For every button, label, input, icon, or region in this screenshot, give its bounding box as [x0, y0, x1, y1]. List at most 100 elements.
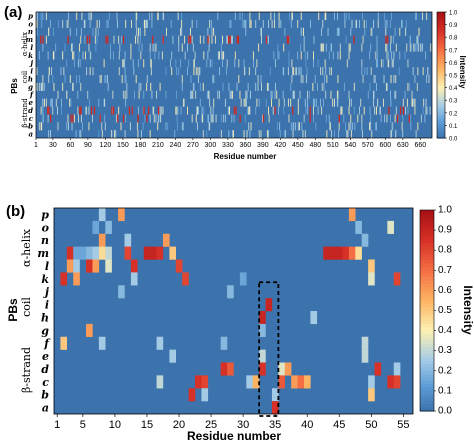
panel-a-cell — [160, 114, 162, 123]
panel-a-cell — [337, 51, 339, 60]
panel-a-cell — [221, 51, 223, 60]
panel-a-cell — [117, 19, 118, 28]
panel-a-cell — [178, 35, 180, 44]
panel-b-cell — [92, 246, 100, 260]
panel-a-cell — [160, 106, 162, 115]
panel-a-cell — [47, 114, 49, 123]
panel-a-colorbar-segment — [437, 98, 445, 101]
panel-b-xtick-label: 15 — [141, 419, 153, 431]
panel-a-cell — [303, 35, 305, 44]
panel-a-cell — [96, 19, 98, 28]
panel-a-cell — [40, 122, 42, 131]
panel-a-cell — [231, 130, 233, 139]
panel-a-cell — [307, 106, 309, 115]
panel-a-colorbar-segment — [437, 127, 445, 131]
panel-a-hot-cell — [287, 35, 290, 44]
panel-a-cell — [384, 19, 386, 28]
panel-a-cell — [291, 122, 293, 131]
panel-a-hot-cell — [274, 106, 276, 115]
panel-b-cell — [368, 375, 375, 389]
panel-b-cell — [355, 246, 362, 260]
panel-a-cell — [36, 19, 38, 28]
panel-a-hot-cell — [338, 114, 340, 123]
panel-b-colorbar-segment — [420, 293, 434, 298]
panel-a-cell — [144, 19, 146, 28]
panel-a-colorbar-segment — [437, 131, 445, 135]
panel-a-cell — [280, 19, 282, 28]
panel-b-colorbar-segment — [420, 360, 434, 365]
panel-a-cell — [150, 59, 152, 68]
panel-a-cell — [302, 75, 304, 84]
panel-a-cell — [62, 82, 64, 91]
panel-a-cell — [426, 12, 428, 21]
panel-a-colorbar-segment — [437, 60, 445, 63]
panel-a-cell — [130, 43, 132, 52]
panel-a-hot-cell — [399, 106, 402, 115]
panel-b-colorbar-segment — [420, 374, 434, 379]
panel-b-colorbar-segment — [420, 377, 434, 382]
panel-a-cell — [139, 27, 141, 36]
panel-a-cell — [53, 51, 55, 60]
panel-a-cell — [48, 67, 50, 76]
panel-a-cell — [67, 114, 69, 123]
panel-a-cell — [321, 82, 323, 91]
panel-a-cell — [276, 122, 278, 131]
panel-b-cell — [98, 208, 106, 222]
panel-a-cell — [412, 67, 414, 76]
panel-a-cell — [288, 59, 290, 68]
panel-a-cell — [103, 98, 105, 107]
panel-a-cell — [118, 106, 120, 115]
panel-a-cell — [107, 82, 109, 91]
panel-b-cell — [246, 375, 253, 389]
panel-a-cell — [361, 122, 363, 131]
panel-a-group-strand: β-strand — [21, 98, 29, 128]
panel-a-cell — [199, 67, 201, 76]
panel-a-cell — [423, 98, 425, 107]
panel-a-cell — [219, 67, 221, 76]
panel-a-cell — [181, 43, 183, 52]
panel-b-cell — [92, 220, 100, 234]
panel-b-colorbar-tick-label: 0.8 — [438, 245, 452, 256]
panel-a-cell — [62, 51, 64, 60]
panel-a-cell — [336, 12, 338, 21]
panel-b-cell — [195, 375, 202, 389]
panel-b-cell — [368, 259, 375, 273]
panel-a-row-label: g — [28, 82, 33, 91]
panel-a-colorbar-segment — [437, 56, 445, 59]
panel-a-cell — [72, 51, 74, 60]
panel-b-cell — [182, 272, 189, 286]
panel-a-cell — [119, 43, 121, 52]
panel-a-cell — [410, 122, 412, 131]
panel-a-cell — [80, 35, 82, 44]
panel-a-hot-cell — [229, 35, 231, 44]
panel-a-cell — [88, 122, 90, 131]
panel-a-cell — [276, 90, 278, 99]
panel-b-colorbar-segment — [420, 310, 434, 315]
panel-a-cell — [196, 106, 198, 115]
panel-a-cell — [245, 90, 247, 99]
panel-a-cell — [112, 90, 114, 99]
panel-b-colorbar-segment — [420, 253, 434, 258]
panel-a-cell — [139, 35, 141, 44]
panel-b-cell — [98, 246, 106, 260]
panel-b-cell — [259, 311, 266, 325]
panel-a-cell — [391, 59, 393, 68]
panel-b-label: (b) — [6, 203, 25, 220]
panel-a-cell — [376, 122, 377, 131]
panel-a-cell — [262, 114, 264, 123]
panel-a-cell — [194, 51, 196, 60]
panel-a-cell — [321, 43, 323, 52]
panel-a-cell — [187, 106, 188, 115]
panel-a-cell — [124, 130, 126, 139]
panel-a-cell — [94, 35, 96, 44]
panel-a-cell — [385, 27, 387, 36]
panel-a-cell — [126, 82, 128, 91]
panel-a-cell — [116, 114, 118, 123]
panel-a-cell — [362, 35, 364, 44]
panel-a-cell — [140, 51, 142, 60]
panel-a-xtick-label: 150 — [117, 142, 129, 149]
panel-a-cell — [402, 130, 404, 139]
panel-a-cell — [124, 75, 126, 84]
panel-b-cell — [252, 375, 260, 389]
panel-a-cell — [268, 82, 269, 91]
